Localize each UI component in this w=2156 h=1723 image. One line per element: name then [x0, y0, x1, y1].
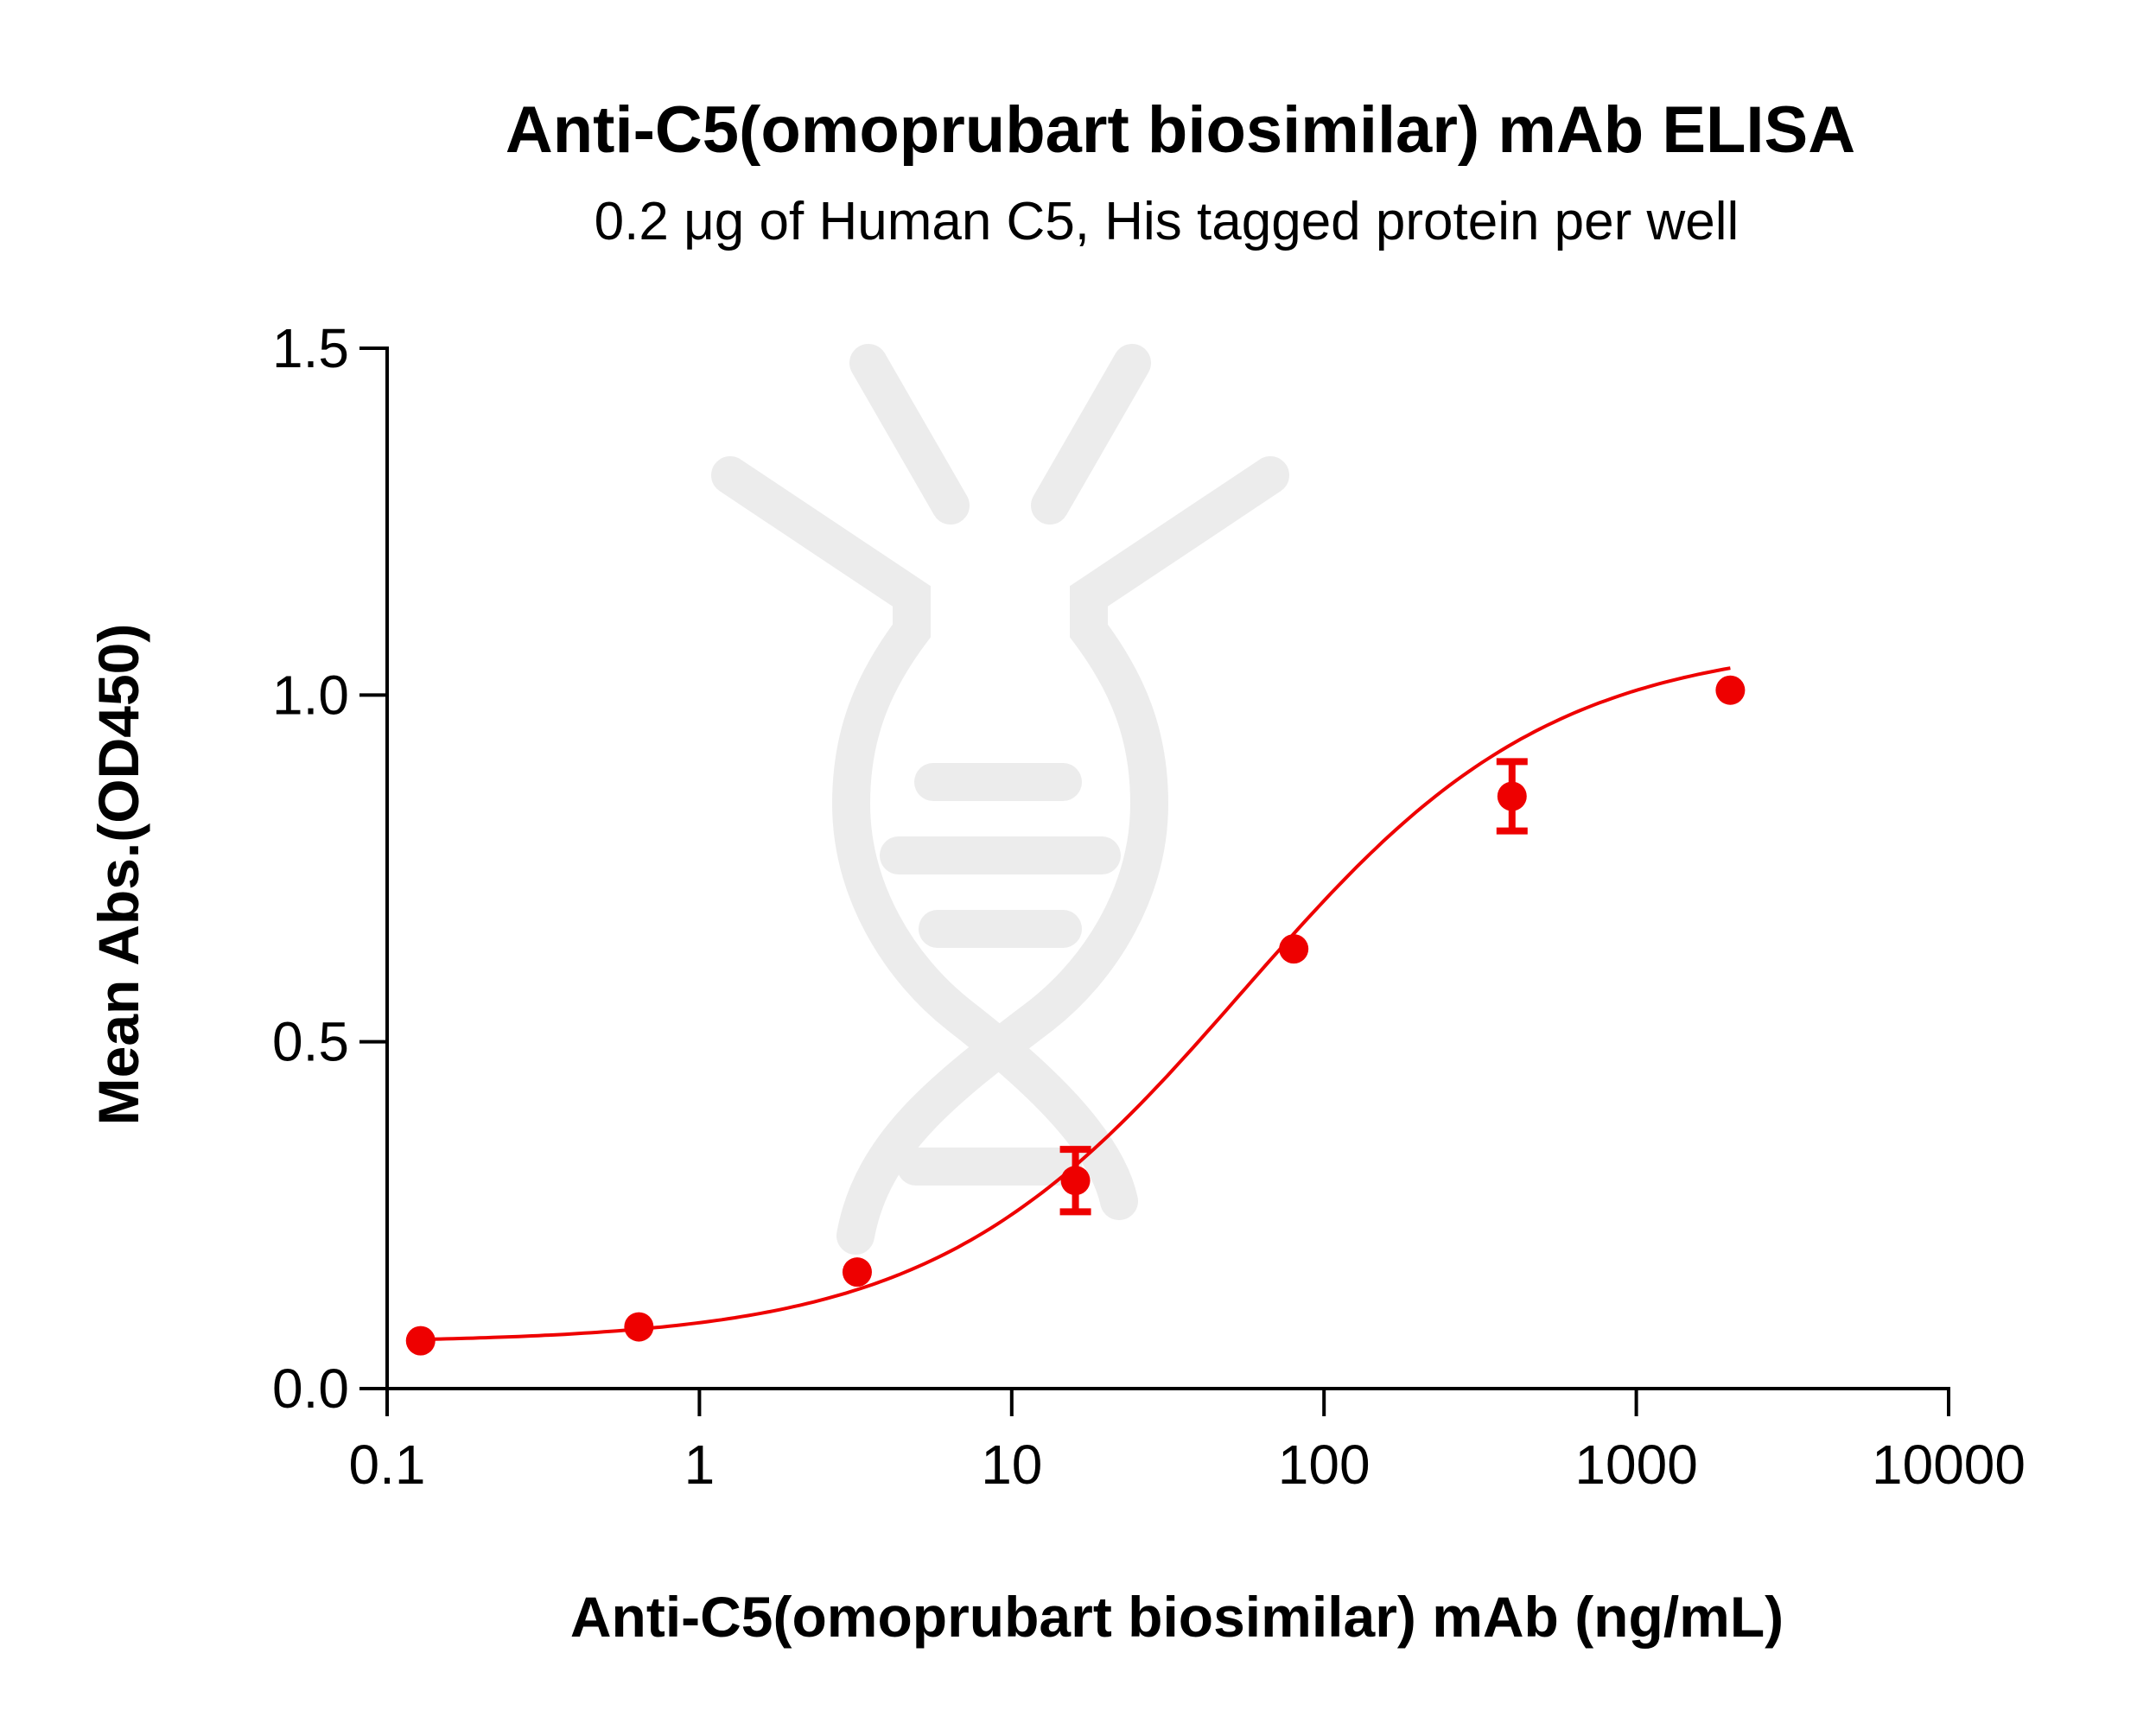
data-point: [842, 1257, 872, 1287]
data-point-group: [1496, 758, 1528, 835]
data-point-group: [405, 1326, 436, 1356]
data-point-group: [1059, 1146, 1091, 1216]
data-point: [1715, 675, 1746, 705]
axes: 0.0 0.5 1.0 1.5 0.1 1 10 100 1000 10000: [272, 317, 2026, 1496]
data-point: [1279, 934, 1309, 964]
data-point: [1060, 1166, 1091, 1196]
y-tick-label: 1.5: [272, 317, 349, 379]
y-tick-label: 0.0: [272, 1357, 349, 1420]
data-point: [1497, 781, 1527, 811]
data-point: [624, 1312, 654, 1342]
x-tick-label: 0.1: [349, 1434, 426, 1496]
data-point: [405, 1326, 436, 1356]
x-tick-label: 10000: [1872, 1434, 2026, 1496]
x-tick-label: 1: [684, 1434, 715, 1496]
x-axis-label: Anti-C5(omoprubart biosimilar) mAb (ng/m…: [570, 1585, 1784, 1649]
y-axis-label: Mean Abs.(OD450): [86, 624, 150, 1126]
watermark-logo: [711, 344, 1289, 1255]
x-tick-label: 100: [1278, 1434, 1371, 1496]
data-point-group: [1715, 675, 1746, 705]
y-tick-label: 1.0: [272, 664, 349, 726]
data-points-layer: [405, 675, 1746, 1356]
x-tick-label: 10: [981, 1434, 1042, 1496]
y-tick-label: 0.5: [272, 1011, 349, 1073]
chart-title: Anti-C5(omoprubart biosimilar) mAb ELISA: [506, 93, 1855, 167]
data-point-group: [1279, 934, 1309, 964]
data-point-group: [842, 1257, 872, 1287]
x-tick-label: 1000: [1574, 1434, 1697, 1496]
chart-subtitle: 0.2 μg of Human C5, His tagged protein p…: [595, 192, 1739, 251]
data-point-group: [624, 1312, 654, 1342]
